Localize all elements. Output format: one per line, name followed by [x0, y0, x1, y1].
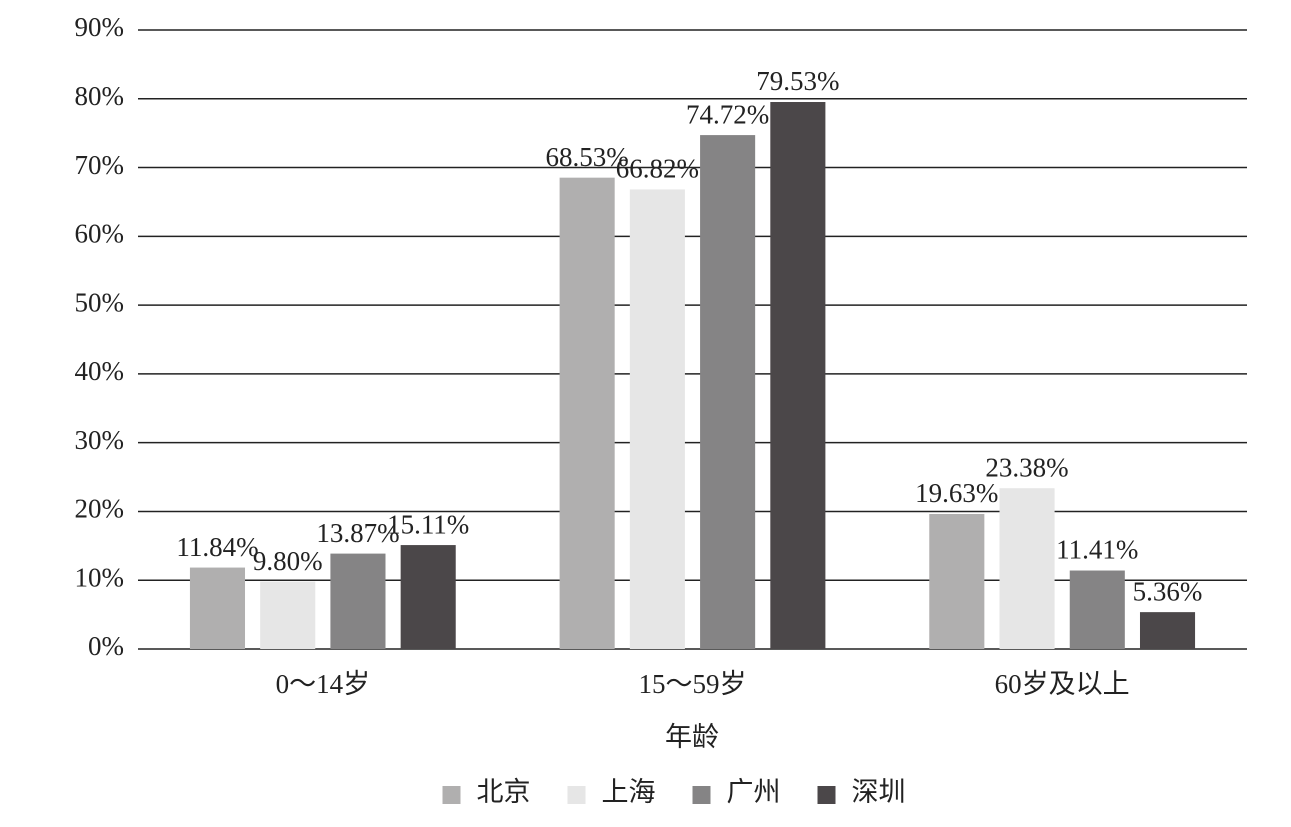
data-label: 74.72%	[686, 99, 769, 129]
y-tick-label: 70%	[75, 150, 125, 180]
y-tick-label: 80%	[75, 81, 125, 111]
data-label: 13.87%	[316, 518, 399, 548]
y-tick-label: 50%	[75, 287, 125, 317]
y-tick-label: 0%	[88, 631, 124, 661]
bar	[330, 553, 386, 649]
data-label: 11.41%	[1056, 535, 1138, 565]
bar	[770, 102, 826, 650]
legend-swatch	[442, 786, 461, 804]
y-tick-label: 40%	[75, 356, 125, 386]
data-label: 66.82%	[616, 154, 699, 184]
bar	[929, 513, 985, 649]
bar	[1069, 570, 1125, 649]
legend-label: 深圳	[852, 777, 906, 807]
x-tick-label: 15～59岁	[639, 669, 747, 699]
y-tick-label: 30%	[75, 425, 125, 455]
legend-label: 北京	[477, 777, 531, 807]
y-tick-label: 10%	[75, 562, 125, 592]
y-tick-label: 20%	[75, 494, 125, 524]
x-tick-label: 60岁及以上	[995, 669, 1130, 699]
bar	[400, 545, 456, 649]
x-axis-label: 年龄	[665, 722, 719, 752]
bar	[559, 177, 615, 649]
y-tick-label: 60%	[75, 219, 125, 249]
legend-label: 广州	[727, 777, 781, 807]
legend-swatch	[817, 786, 836, 804]
data-label: 15.11%	[387, 509, 469, 539]
bar	[999, 488, 1055, 649]
y-tick-label: 90%	[75, 12, 125, 42]
data-label: 19.63%	[915, 478, 998, 508]
bar	[1139, 612, 1196, 649]
bar	[629, 189, 685, 650]
data-label: 23.38%	[985, 452, 1068, 482]
data-label: 68.53%	[546, 142, 629, 172]
bar	[189, 567, 246, 649]
data-label: 5.36%	[1133, 576, 1203, 606]
bar	[260, 581, 316, 649]
data-label: 11.84%	[176, 532, 258, 562]
data-label: 9.80%	[253, 546, 323, 576]
data-label: 79.53%	[756, 66, 839, 96]
bar	[700, 135, 756, 650]
x-tick-label: 0～14岁	[276, 669, 371, 699]
legend-swatch	[567, 786, 586, 804]
legend-swatch	[692, 786, 711, 804]
legend-label: 上海	[602, 777, 656, 807]
